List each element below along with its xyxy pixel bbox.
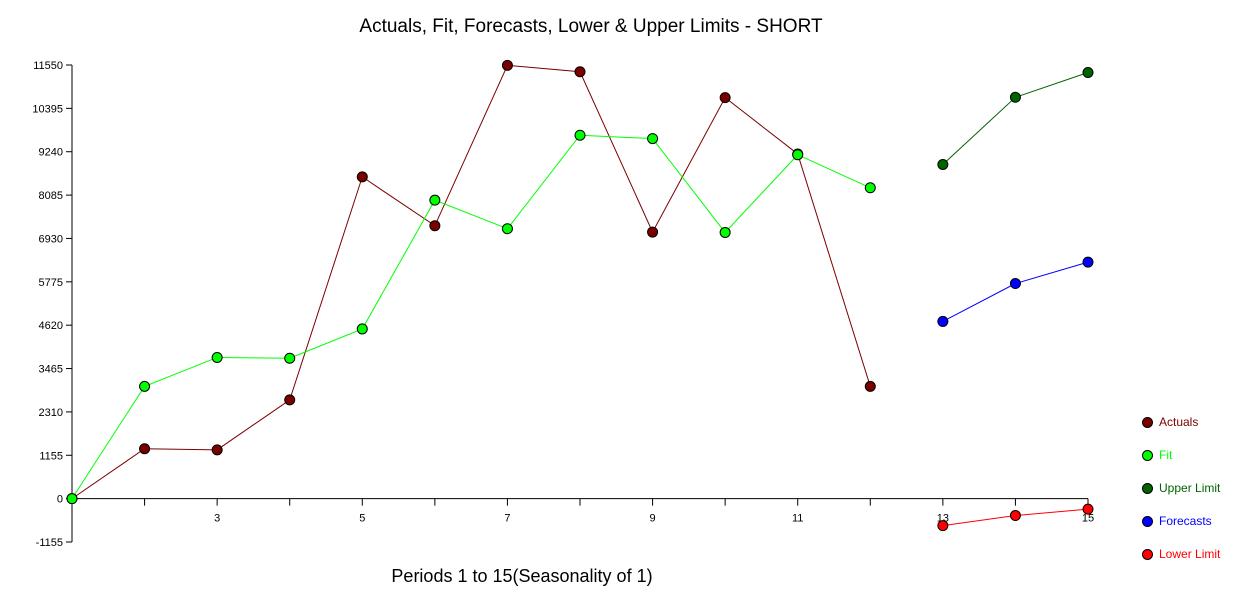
data-point xyxy=(937,158,949,170)
series-line xyxy=(942,261,1089,322)
y-tick-label: -1155 xyxy=(36,537,63,549)
x-tick-label: 3 xyxy=(214,513,220,525)
y-tick-label: 11550 xyxy=(33,60,63,72)
data-point xyxy=(284,352,296,364)
data-point xyxy=(864,380,876,392)
data-point xyxy=(1082,503,1094,515)
data-point xyxy=(647,133,659,145)
legend-marker xyxy=(1142,416,1153,428)
data-point xyxy=(284,394,296,406)
y-tick-label: 5775 xyxy=(39,277,63,289)
legend-marker xyxy=(1142,515,1153,527)
series-line xyxy=(942,72,1089,165)
data-point xyxy=(1009,510,1021,522)
data-point xyxy=(1082,67,1094,79)
legend-label: Forecasts xyxy=(1159,514,1212,528)
data-point xyxy=(1082,256,1094,268)
data-point xyxy=(647,226,659,238)
chart-title: Actuals, Fit, Forecasts, Lower & Upper L… xyxy=(359,16,823,37)
series-line xyxy=(71,64,871,500)
legend-marker xyxy=(1142,548,1153,560)
legend-marker xyxy=(1142,482,1153,494)
y-tick-label: 1155 xyxy=(39,450,63,462)
legend-label: Lower Limit xyxy=(1159,547,1221,561)
data-point xyxy=(1009,91,1021,103)
data-point xyxy=(574,129,586,141)
legend-item: Actuals xyxy=(1142,414,1198,430)
x-tick-label: 9 xyxy=(650,513,656,525)
legend-marker xyxy=(1142,449,1153,461)
data-point xyxy=(574,66,586,78)
y-tick-label: 2310 xyxy=(39,407,63,419)
data-point xyxy=(937,315,949,327)
data-point xyxy=(719,226,731,238)
data-point xyxy=(211,444,223,456)
y-tick-label: 9240 xyxy=(39,147,63,159)
data-point xyxy=(356,323,368,335)
y-tick-label: 4620 xyxy=(39,320,63,332)
legend-item: Upper Limit xyxy=(1142,480,1220,496)
data-point xyxy=(429,220,441,232)
legend-item: Forecasts xyxy=(1142,513,1212,529)
x-tick-label: 7 xyxy=(504,513,510,525)
data-point xyxy=(501,59,513,71)
legend-label: Upper Limit xyxy=(1159,481,1221,495)
legend-label: Actuals xyxy=(1159,415,1199,429)
data-point xyxy=(139,443,151,455)
data-point xyxy=(211,351,223,363)
data-point xyxy=(792,149,804,161)
x-axis-title: Periods 1 to 15(Seasonality of 1) xyxy=(391,566,653,586)
y-tick-label: 6930 xyxy=(39,233,63,245)
data-point xyxy=(864,182,876,194)
legend-item: Lower Limit xyxy=(1142,546,1220,562)
x-tick-label: 15 xyxy=(1082,513,1094,525)
data-point xyxy=(1009,278,1021,290)
x-tick-label: 5 xyxy=(359,513,365,525)
data-point xyxy=(937,520,949,532)
data-point xyxy=(429,194,441,206)
y-tick-label: 0 xyxy=(57,494,63,506)
data-point xyxy=(66,493,78,505)
series-line xyxy=(71,134,871,499)
y-tick-label: 8085 xyxy=(39,190,63,202)
legend-label: Fit xyxy=(1159,448,1173,462)
data-point xyxy=(719,92,731,104)
x-tick-label: 11 xyxy=(792,513,803,525)
y-tick-label: 3465 xyxy=(39,364,63,376)
data-point xyxy=(139,380,151,392)
data-point xyxy=(501,223,513,235)
y-tick-label: 10395 xyxy=(32,103,63,115)
data-point xyxy=(356,171,368,183)
legend-item: Fit xyxy=(1142,447,1172,463)
